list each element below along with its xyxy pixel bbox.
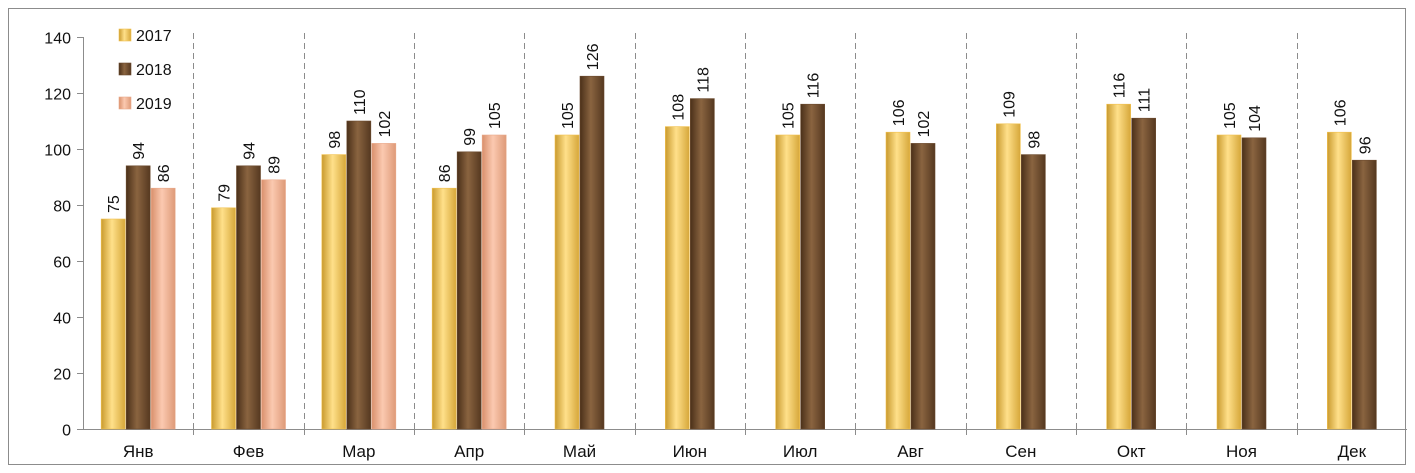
data-label: 105: [1222, 102, 1239, 129]
bar-2018-Июн: [690, 99, 714, 429]
data-label: 110: [352, 89, 369, 115]
bar-2019-Фев: [262, 180, 286, 429]
legend-label-2018: 2018: [136, 62, 172, 79]
y-tick-label: 140: [44, 31, 71, 48]
x-tick-label: Авг: [897, 442, 924, 461]
x-tick-label: Мар: [342, 442, 375, 461]
x-tick-label: Июл: [783, 442, 818, 461]
x-tick-label: Сен: [1005, 442, 1036, 461]
y-tick-label: 120: [44, 87, 71, 104]
data-label: 118: [695, 67, 712, 93]
legend-swatch-2019: [119, 97, 131, 109]
data-label: 86: [156, 164, 173, 182]
y-tick-label: 0: [62, 423, 71, 440]
y-tick-label: 100: [44, 143, 71, 160]
legend-label-2019: 2019: [136, 96, 172, 113]
data-label: 105: [487, 102, 504, 129]
data-label: 111: [1137, 88, 1154, 112]
bar-2019-Апр: [482, 135, 506, 429]
data-label: 102: [916, 111, 933, 138]
bar-2017-Ноя: [1217, 135, 1241, 429]
data-label: 105: [560, 102, 577, 129]
x-tick-label: Май: [563, 442, 596, 461]
data-label: 98: [327, 131, 344, 149]
bar-2018-Авг: [911, 143, 935, 429]
bar-2017-Апр: [432, 188, 456, 429]
data-label: 79: [217, 184, 234, 202]
x-tick-label: Июн: [673, 442, 707, 461]
x-tick-label: Апр: [454, 442, 484, 461]
bar-2018-Апр: [457, 152, 481, 429]
data-label: 109: [1001, 91, 1018, 118]
legend: 2017 2018 2019: [119, 28, 172, 113]
data-label: 104: [1247, 105, 1264, 132]
data-label: 86: [437, 164, 454, 182]
data-label: 89: [267, 156, 284, 174]
data-label: 106: [891, 99, 908, 126]
x-tick-label: Фев: [233, 442, 264, 461]
data-label: 102: [377, 111, 394, 138]
data-label: 108: [670, 94, 687, 121]
bar-2018-Май: [580, 76, 604, 429]
legend-label-2017: 2017: [136, 28, 172, 45]
y-tick-label: 20: [53, 367, 71, 384]
bar-chart: 0 20 40 60 80 100 120 140 Янв Фев Мар Апр Май Июн Июл А…: [9, 9, 1407, 466]
x-tick-label: Янв: [123, 442, 154, 461]
data-label: 126: [585, 43, 602, 70]
data-label: 116: [806, 73, 823, 99]
data-label: 96: [1357, 136, 1374, 154]
data-label: 98: [1026, 131, 1043, 149]
label-layer: 75 94 86 79 94 89 98 110 102 86 99 105 105 126 108 118 1…: [106, 43, 1374, 213]
data-label: 106: [1332, 99, 1349, 126]
bar-2017-Май: [555, 135, 579, 429]
bar-2018-Янв: [126, 166, 150, 429]
bar-2017-Авг: [886, 132, 910, 429]
bar-2017-Июн: [665, 127, 689, 429]
bar-2018-Фев: [237, 166, 261, 429]
bar-2018-Июл: [801, 104, 825, 429]
y-tick-label: 60: [53, 255, 71, 272]
legend-swatch-2017: [119, 29, 131, 41]
bar-2017-Мар: [322, 155, 346, 429]
bar-2019-Янв: [151, 188, 175, 429]
x-tick-label: Дек: [1338, 442, 1367, 461]
bar-2017-Окт: [1107, 104, 1131, 429]
data-label: 105: [781, 102, 798, 129]
bar-2018-Мар: [347, 121, 371, 429]
x-tick-label: Окт: [1117, 442, 1146, 461]
data-label: 94: [131, 142, 148, 160]
bar-2019-Мар: [372, 143, 396, 429]
y-tick-label: 80: [53, 199, 71, 216]
bar-2017-Янв: [101, 219, 125, 429]
bar-2018-Дек: [1352, 160, 1376, 429]
bar-2018-Ноя: [1242, 138, 1266, 429]
data-label: 94: [242, 142, 259, 160]
bar-2018-Окт: [1132, 118, 1156, 429]
bar-2017-Фев: [212, 208, 236, 429]
chart-frame: 0 20 40 60 80 100 120 140 Янв Фев Мар Апр Май Июн Июл А…: [8, 8, 1406, 465]
data-label: 116: [1112, 73, 1129, 99]
bar-2017-Сен: [996, 124, 1020, 429]
y-tick-label: 40: [53, 311, 71, 328]
legend-swatch-2018: [119, 63, 131, 75]
bar-2017-Дек: [1327, 132, 1351, 429]
bar-layer: [101, 76, 1376, 429]
data-label: 99: [462, 128, 479, 146]
x-tick-label: Ноя: [1226, 442, 1257, 461]
bar-2018-Сен: [1021, 155, 1045, 429]
bar-2017-Июл: [776, 135, 800, 429]
data-label: 75: [106, 195, 123, 213]
